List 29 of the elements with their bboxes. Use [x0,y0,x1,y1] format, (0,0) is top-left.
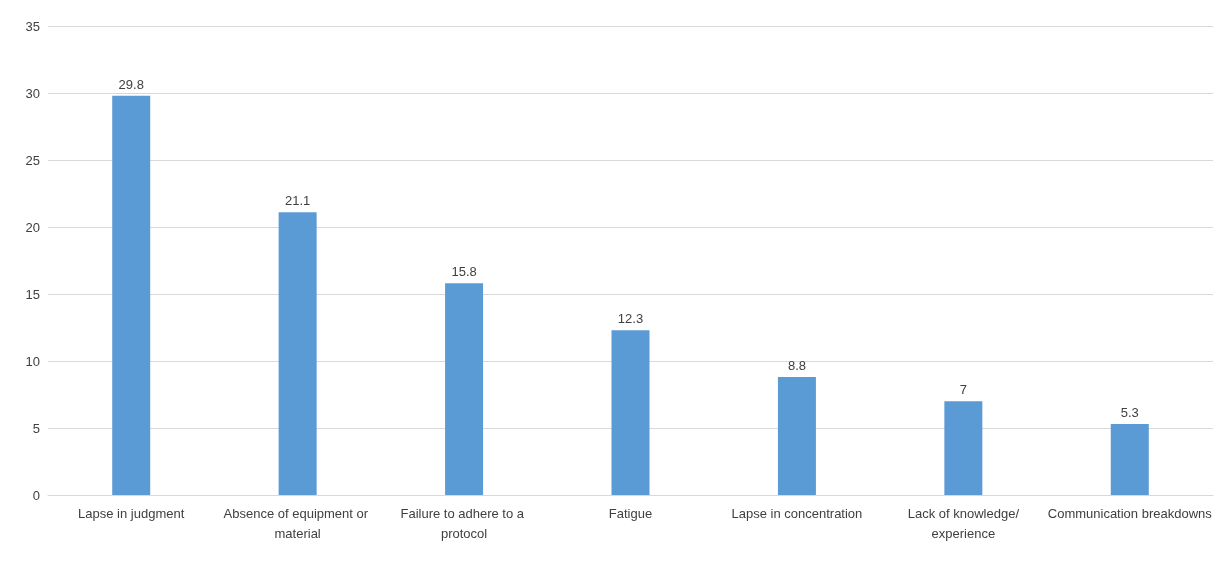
x-tick-label: Lapse in judgment [78,505,185,521]
y-tick-label: 10 [25,353,40,369]
y-tick-label: 35 [25,18,40,34]
y-tick-label: 15 [25,286,40,302]
x-tick-label: Failure to adhere to a protocol [400,505,528,541]
bar [777,377,816,495]
bar [944,401,983,495]
data-label: 12.3 [617,311,644,327]
x-tick-label: Communication breakdowns [1047,505,1213,521]
y-tick-label: 20 [25,219,40,235]
y-tick-label: 5 [32,420,40,436]
y-tick-label: 30 [25,85,40,101]
data-label: 21.1 [284,193,311,209]
bar [445,283,484,495]
x-tick-label: Lack of knowledge/experience [907,505,1020,541]
y-tick-label: 0 [32,487,40,503]
bar [611,330,650,495]
bar [1110,423,1149,495]
data-label: 7 [959,382,967,398]
data-label: 5.3 [1120,404,1139,420]
x-tick-label: Absence of equipment or material [223,505,372,541]
data-label: 15.8 [451,264,477,280]
bar [278,212,317,495]
data-label: 8.8 [787,358,806,374]
data-label: 29.8 [118,76,144,92]
y-tick-label: 25 [25,152,40,168]
x-tick-label: Lapse in concentration [731,505,863,521]
x-tick-label: Fatigue [608,505,653,521]
bar [112,95,151,495]
